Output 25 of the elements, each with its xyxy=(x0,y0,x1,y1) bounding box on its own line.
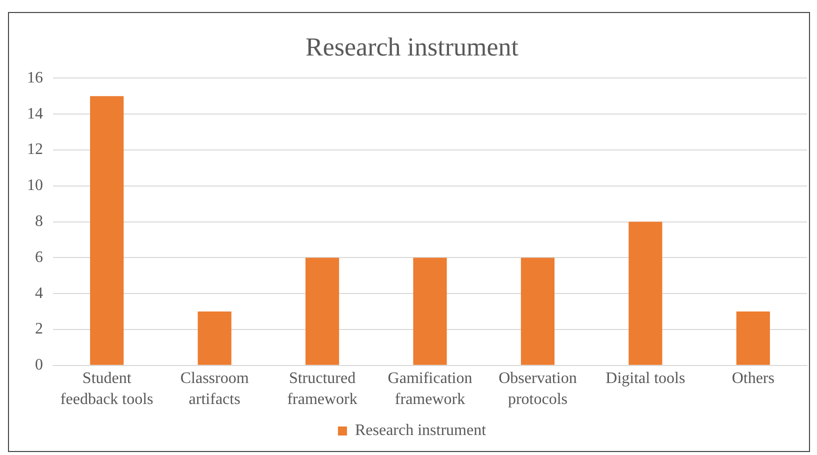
y-tick-label: 4 xyxy=(35,284,43,302)
y-tick-label: 14 xyxy=(27,105,43,122)
y-tick-label: 0 xyxy=(35,356,43,374)
y-tick-label: 10 xyxy=(27,177,43,194)
chart-title: Research instrument xyxy=(306,32,520,62)
y-tick-label: 6 xyxy=(35,248,43,266)
x-tick-label: Structured framework xyxy=(287,370,358,408)
y-tick-label: 12 xyxy=(27,141,43,158)
x-tick-label: Digital tools xyxy=(606,370,686,388)
y-tick-label: 16 xyxy=(27,69,43,86)
x-tick-label: Student feedback tools xyxy=(60,370,154,408)
bar xyxy=(628,222,662,365)
y-tick-label: 2 xyxy=(35,320,43,338)
x-tick-label: Classroom artifacts xyxy=(180,370,250,408)
x-tick-label: Gamification framework xyxy=(388,370,472,408)
bar xyxy=(520,258,555,365)
bar xyxy=(305,258,340,365)
x-tick-label: Others xyxy=(732,370,774,388)
bar xyxy=(90,96,124,365)
bar xyxy=(413,258,447,365)
legend-label: Research instrument xyxy=(354,422,487,440)
bar xyxy=(736,312,770,365)
bar xyxy=(198,312,232,365)
y-tick-label: 8 xyxy=(35,213,43,230)
x-tick-label: Observation protocols xyxy=(498,370,577,408)
